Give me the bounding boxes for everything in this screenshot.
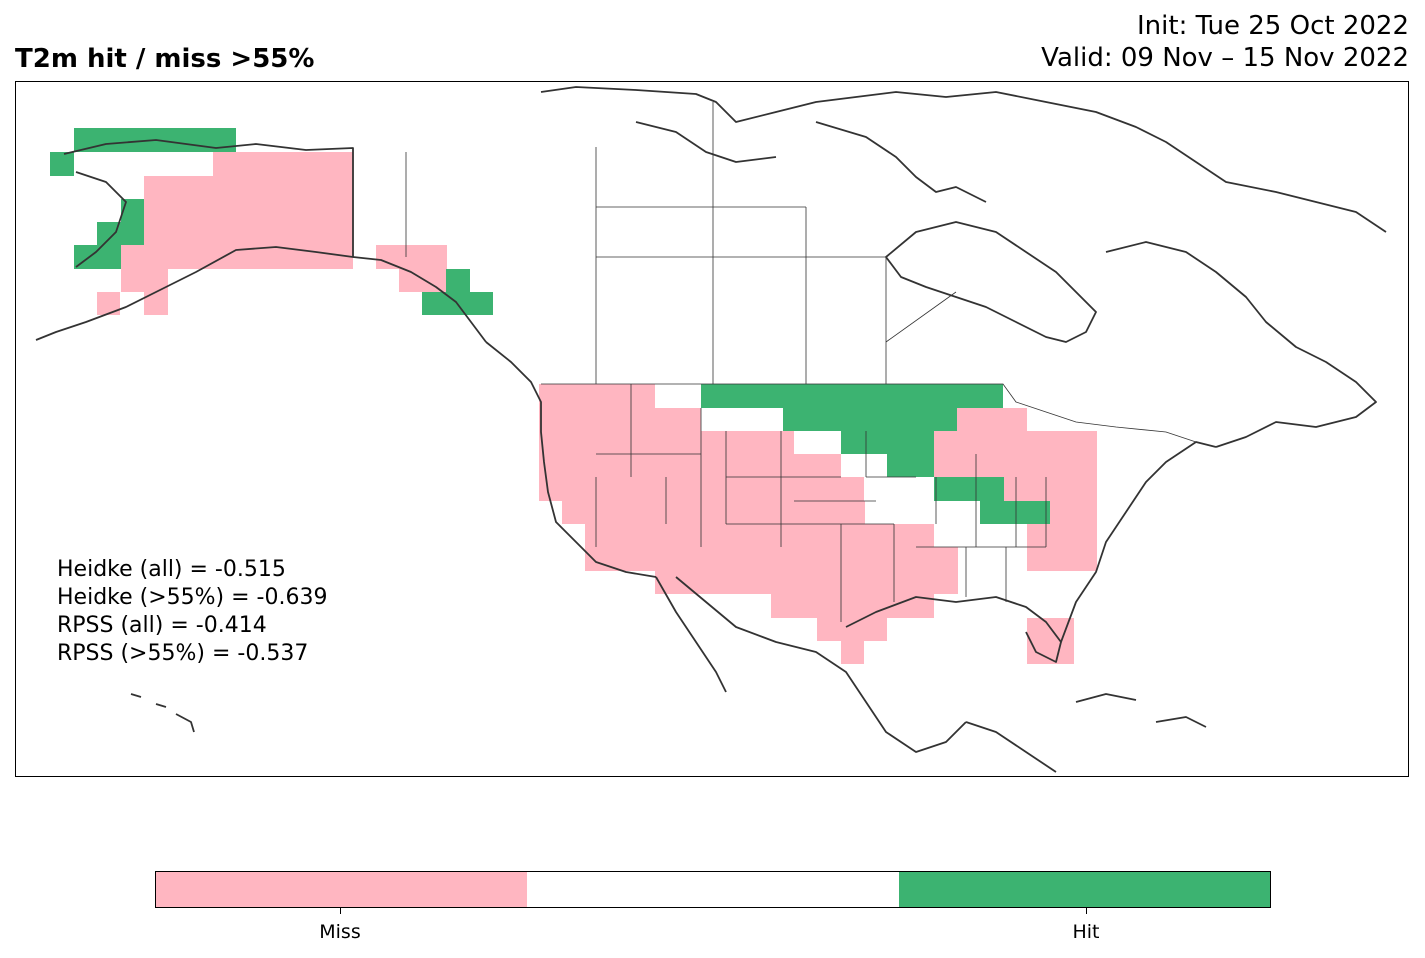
cell-miss bbox=[376, 245, 447, 269]
cell-hit bbox=[783, 408, 957, 431]
map-title: T2m hit / miss >55% bbox=[15, 44, 315, 74]
tick-label-miss: Miss bbox=[319, 921, 361, 943]
cell-miss bbox=[794, 477, 864, 501]
cell-miss bbox=[539, 431, 794, 501]
cell-hit bbox=[121, 199, 144, 245]
borders bbox=[352, 102, 1197, 622]
cell-miss bbox=[121, 269, 168, 292]
heidke-all: Heidke (all) = -0.515 bbox=[57, 557, 286, 582]
heidke-55: Heidke (>55%) = -0.639 bbox=[57, 585, 328, 610]
cell-miss bbox=[1027, 524, 1097, 571]
map-svg bbox=[35, 86, 1387, 773]
init-date: Init: Tue 25 Oct 2022 bbox=[1137, 11, 1409, 41]
map-panel bbox=[15, 81, 1409, 777]
tick-hit bbox=[1086, 908, 1087, 914]
cell-miss bbox=[911, 547, 958, 594]
valid-period: Valid: 09 Nov – 15 Nov 2022 bbox=[1041, 43, 1409, 73]
cell-miss bbox=[213, 152, 353, 176]
colorbar-hit bbox=[898, 872, 1270, 907]
tick-miss bbox=[340, 908, 341, 914]
cell-hit bbox=[97, 222, 121, 245]
cell-hit bbox=[446, 269, 470, 292]
cell-miss bbox=[655, 571, 911, 594]
date-info: Init: Tue 25 Oct 2022 Valid: 09 Nov – 15… bbox=[1041, 10, 1409, 74]
colorbar-miss bbox=[156, 872, 528, 907]
cell-miss bbox=[144, 292, 168, 315]
cell-miss bbox=[1050, 501, 1097, 524]
coastlines bbox=[35, 86, 1387, 773]
cell-hit bbox=[980, 501, 1050, 524]
cell-miss bbox=[97, 292, 120, 315]
cell-hit bbox=[887, 454, 934, 477]
cell-miss bbox=[144, 176, 353, 269]
cell-miss bbox=[841, 641, 864, 664]
cell-miss bbox=[934, 431, 1097, 477]
grid-cells bbox=[50, 128, 1097, 664]
cell-miss bbox=[539, 408, 701, 431]
cell-miss bbox=[817, 618, 887, 641]
cell-hit bbox=[74, 245, 121, 269]
rpss-55: RPSS (>55%) = -0.537 bbox=[57, 641, 309, 666]
cell-miss bbox=[1074, 431, 1097, 454]
cell-miss bbox=[771, 594, 934, 618]
skill-scores: Heidke (all) = -0.515 Heidke (>55%) = -0… bbox=[57, 556, 327, 668]
cell-hit bbox=[50, 152, 74, 176]
cell-hit bbox=[701, 384, 1003, 408]
cell-miss bbox=[585, 524, 911, 571]
cell-hit bbox=[841, 431, 934, 454]
cell-miss bbox=[1004, 477, 1097, 501]
colorbar bbox=[155, 871, 1271, 908]
rpss-all: RPSS (all) = -0.414 bbox=[57, 613, 267, 638]
cell-miss bbox=[121, 245, 144, 269]
tick-label-hit: Hit bbox=[1072, 921, 1100, 943]
cell-miss bbox=[539, 384, 655, 408]
cell-miss bbox=[562, 501, 865, 524]
cell-miss bbox=[794, 454, 841, 477]
cell-miss bbox=[911, 524, 934, 547]
cell-hit bbox=[934, 477, 1004, 501]
colorbar-neutral bbox=[527, 872, 899, 907]
